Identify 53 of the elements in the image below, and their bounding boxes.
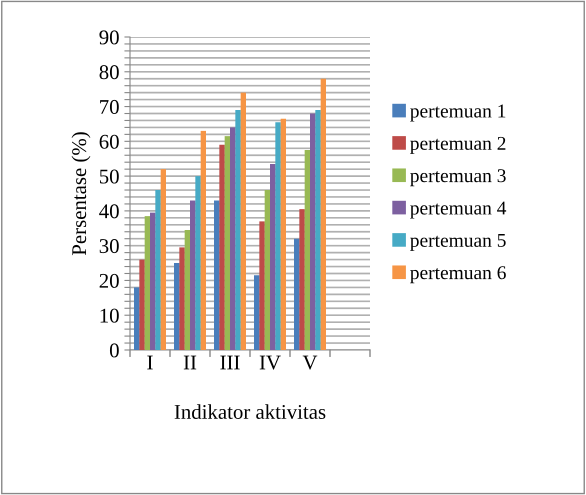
bar (190, 200, 196, 350)
legend-label: pertemuan 3 (410, 169, 506, 186)
bar (280, 118, 286, 350)
y-tick-label: 90 (99, 30, 119, 44)
legend-label: pertemuan 2 (410, 136, 506, 154)
bar (254, 275, 260, 350)
y-tick-label: 30 (100, 239, 119, 254)
bar (134, 287, 140, 350)
y-tick-label: 80 (100, 65, 119, 80)
bar (299, 209, 305, 350)
x-axis-title: Indikator aktivitas (174, 404, 326, 419)
bar (270, 164, 276, 350)
y-tick-label: 50 (100, 169, 119, 184)
y-tick-label: 10 (100, 308, 119, 323)
x-tick-label: IV (260, 356, 281, 370)
legend-label: pertemuan 4 (410, 202, 506, 219)
y-tick-label: 40 (99, 204, 119, 218)
bar (259, 221, 265, 350)
bar (160, 169, 166, 350)
x-tick-label: V (302, 356, 318, 370)
bar (310, 114, 316, 350)
bar (304, 150, 310, 350)
bar (155, 190, 161, 350)
bar (219, 144, 225, 350)
bar (264, 190, 270, 350)
bar (235, 110, 241, 350)
bar (240, 92, 246, 350)
bar (275, 122, 281, 350)
y-tick-label: 70 (100, 100, 119, 114)
x-tick-label: I (147, 356, 153, 370)
x-tick-label: III (220, 356, 240, 370)
bar (184, 230, 190, 350)
y-tick-label: 0 (110, 343, 119, 358)
bar (294, 238, 300, 350)
bar (174, 263, 180, 350)
bar (179, 247, 185, 350)
bar (195, 176, 201, 350)
legend-label: pertemuan 5 (410, 234, 506, 251)
bar (144, 216, 150, 350)
y-tick-label: 20 (100, 274, 119, 288)
legend-label: pertemuan 6 (410, 266, 506, 284)
bar (230, 127, 236, 350)
x-tick-label: II (184, 356, 196, 370)
bar (315, 110, 321, 350)
bar (214, 200, 220, 350)
bar (320, 78, 326, 350)
bar (224, 136, 230, 350)
bar (200, 130, 206, 350)
bar (139, 260, 145, 350)
legend-label: pertemuan 1 (410, 104, 506, 122)
y-tick-label: 60 (100, 134, 119, 149)
y-axis-title: Persentase (%) (72, 132, 90, 256)
bar (150, 212, 156, 350)
